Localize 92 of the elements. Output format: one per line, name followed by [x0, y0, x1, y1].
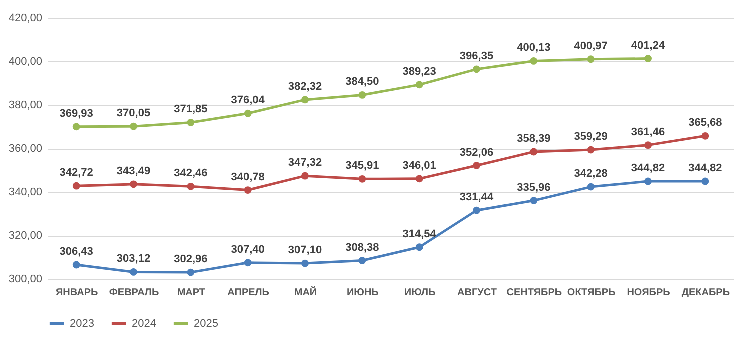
- point: [644, 55, 652, 63]
- point: [416, 81, 424, 89]
- data-label: 369,93: [60, 108, 94, 120]
- point: [187, 268, 195, 276]
- data-label: 370,05: [116, 108, 151, 120]
- point: [302, 172, 309, 180]
- data-label: 302,96: [174, 254, 208, 266]
- data-label: 352,06: [460, 146, 494, 159]
- point: [187, 119, 195, 126]
- y-tick-label: 420,00: [8, 12, 42, 24]
- data-label: 344,82: [688, 162, 722, 175]
- point: [473, 162, 480, 170]
- x-tick-label: АВГУСТ: [458, 288, 497, 298]
- y-tick-label: 320,00: [8, 230, 42, 242]
- point: [72, 182, 80, 190]
- data-label: 358,39: [517, 133, 551, 145]
- data-label: 308,38: [346, 242, 380, 254]
- point: [587, 146, 595, 154]
- data-label: 396,35: [460, 50, 494, 62]
- data-label: 346,01: [402, 160, 436, 172]
- data-label: 400,97: [574, 40, 608, 52]
- x-tick-label: МАРТ: [177, 288, 206, 298]
- data-label: 359,29: [574, 131, 608, 144]
- x-tick-label: ФЕВРАЛЬ: [109, 288, 160, 298]
- data-label: 371,85: [174, 104, 208, 116]
- point: [244, 110, 252, 118]
- point: [473, 66, 480, 74]
- x-tick-label: СЕНТЯБРЬ: [506, 288, 562, 298]
- point: [187, 182, 195, 190]
- y-tick-label: 380,00: [8, 100, 42, 112]
- y-tick-label: 360,00: [8, 143, 42, 155]
- point: [587, 56, 595, 64]
- data-label: 303,12: [116, 253, 151, 266]
- point: [130, 180, 138, 188]
- x-tick-label: ЯНВАРЬ: [56, 288, 98, 298]
- x-tick-label: ДЕКАБРЬ: [682, 288, 730, 298]
- point: [644, 178, 652, 186]
- x-tick-label: НОЯБРЬ: [627, 288, 670, 298]
- data-label: 382,32: [288, 80, 322, 93]
- y-tick-label: 340,00: [8, 186, 42, 198]
- point: [72, 123, 80, 131]
- data-label: 307,10: [288, 244, 322, 257]
- point: [72, 261, 80, 269]
- point: [358, 175, 366, 183]
- data-label: 342,72: [60, 167, 94, 180]
- data-label: 331,44: [460, 192, 494, 204]
- legend-label: 2025: [194, 318, 218, 330]
- point: [358, 92, 366, 99]
- data-label: 400,13: [517, 42, 551, 54]
- data-label: 307,40: [231, 244, 265, 256]
- point: [473, 206, 480, 214]
- point: [587, 183, 595, 191]
- point: [302, 96, 309, 104]
- data-label: 376,04: [231, 94, 266, 107]
- point: [530, 197, 538, 204]
- x-tick-label: МАЙ: [294, 286, 318, 298]
- data-label: 361,46: [631, 126, 666, 138]
- legend-label: 2024: [132, 318, 156, 330]
- point: [644, 142, 652, 150]
- point: [702, 132, 710, 140]
- y-tick-label: 300,00: [8, 274, 42, 286]
- point: [130, 122, 138, 130]
- x-tick-label: ИЮНЬ: [346, 288, 379, 298]
- point: [530, 58, 538, 65]
- data-label: 343,49: [116, 165, 151, 178]
- point: [702, 178, 710, 186]
- point: [244, 186, 252, 194]
- y-tick-label: 400,00: [8, 56, 42, 68]
- point: [130, 268, 138, 276]
- data-label: 384,50: [346, 76, 380, 88]
- data-label: 314,54: [402, 228, 438, 240]
- point: [358, 257, 366, 264]
- data-label: 342,28: [574, 168, 608, 180]
- data-label: 306,43: [60, 246, 94, 258]
- data-label: 401,24: [631, 40, 666, 52]
- data-label: 345,91: [346, 160, 380, 172]
- x-tick-label: АПРЕЛЬ: [228, 288, 270, 298]
- data-label: 342,46: [174, 168, 208, 180]
- point: [416, 175, 424, 183]
- point: [416, 244, 424, 252]
- data-label: 340,78: [231, 171, 265, 184]
- data-label: 389,23: [402, 66, 436, 78]
- point: [302, 260, 309, 268]
- legend-label: 2023: [70, 318, 94, 330]
- data-label: 344,82: [631, 162, 666, 175]
- data-label: 365,68: [688, 117, 722, 130]
- data-label: 347,32: [288, 157, 322, 170]
- x-tick-label: ИЮЛЬ: [404, 288, 436, 298]
- point: [244, 259, 252, 267]
- x-tick-label: ОКТЯБРЬ: [567, 288, 616, 298]
- point: [530, 148, 538, 156]
- data-label: 335,96: [517, 182, 551, 194]
